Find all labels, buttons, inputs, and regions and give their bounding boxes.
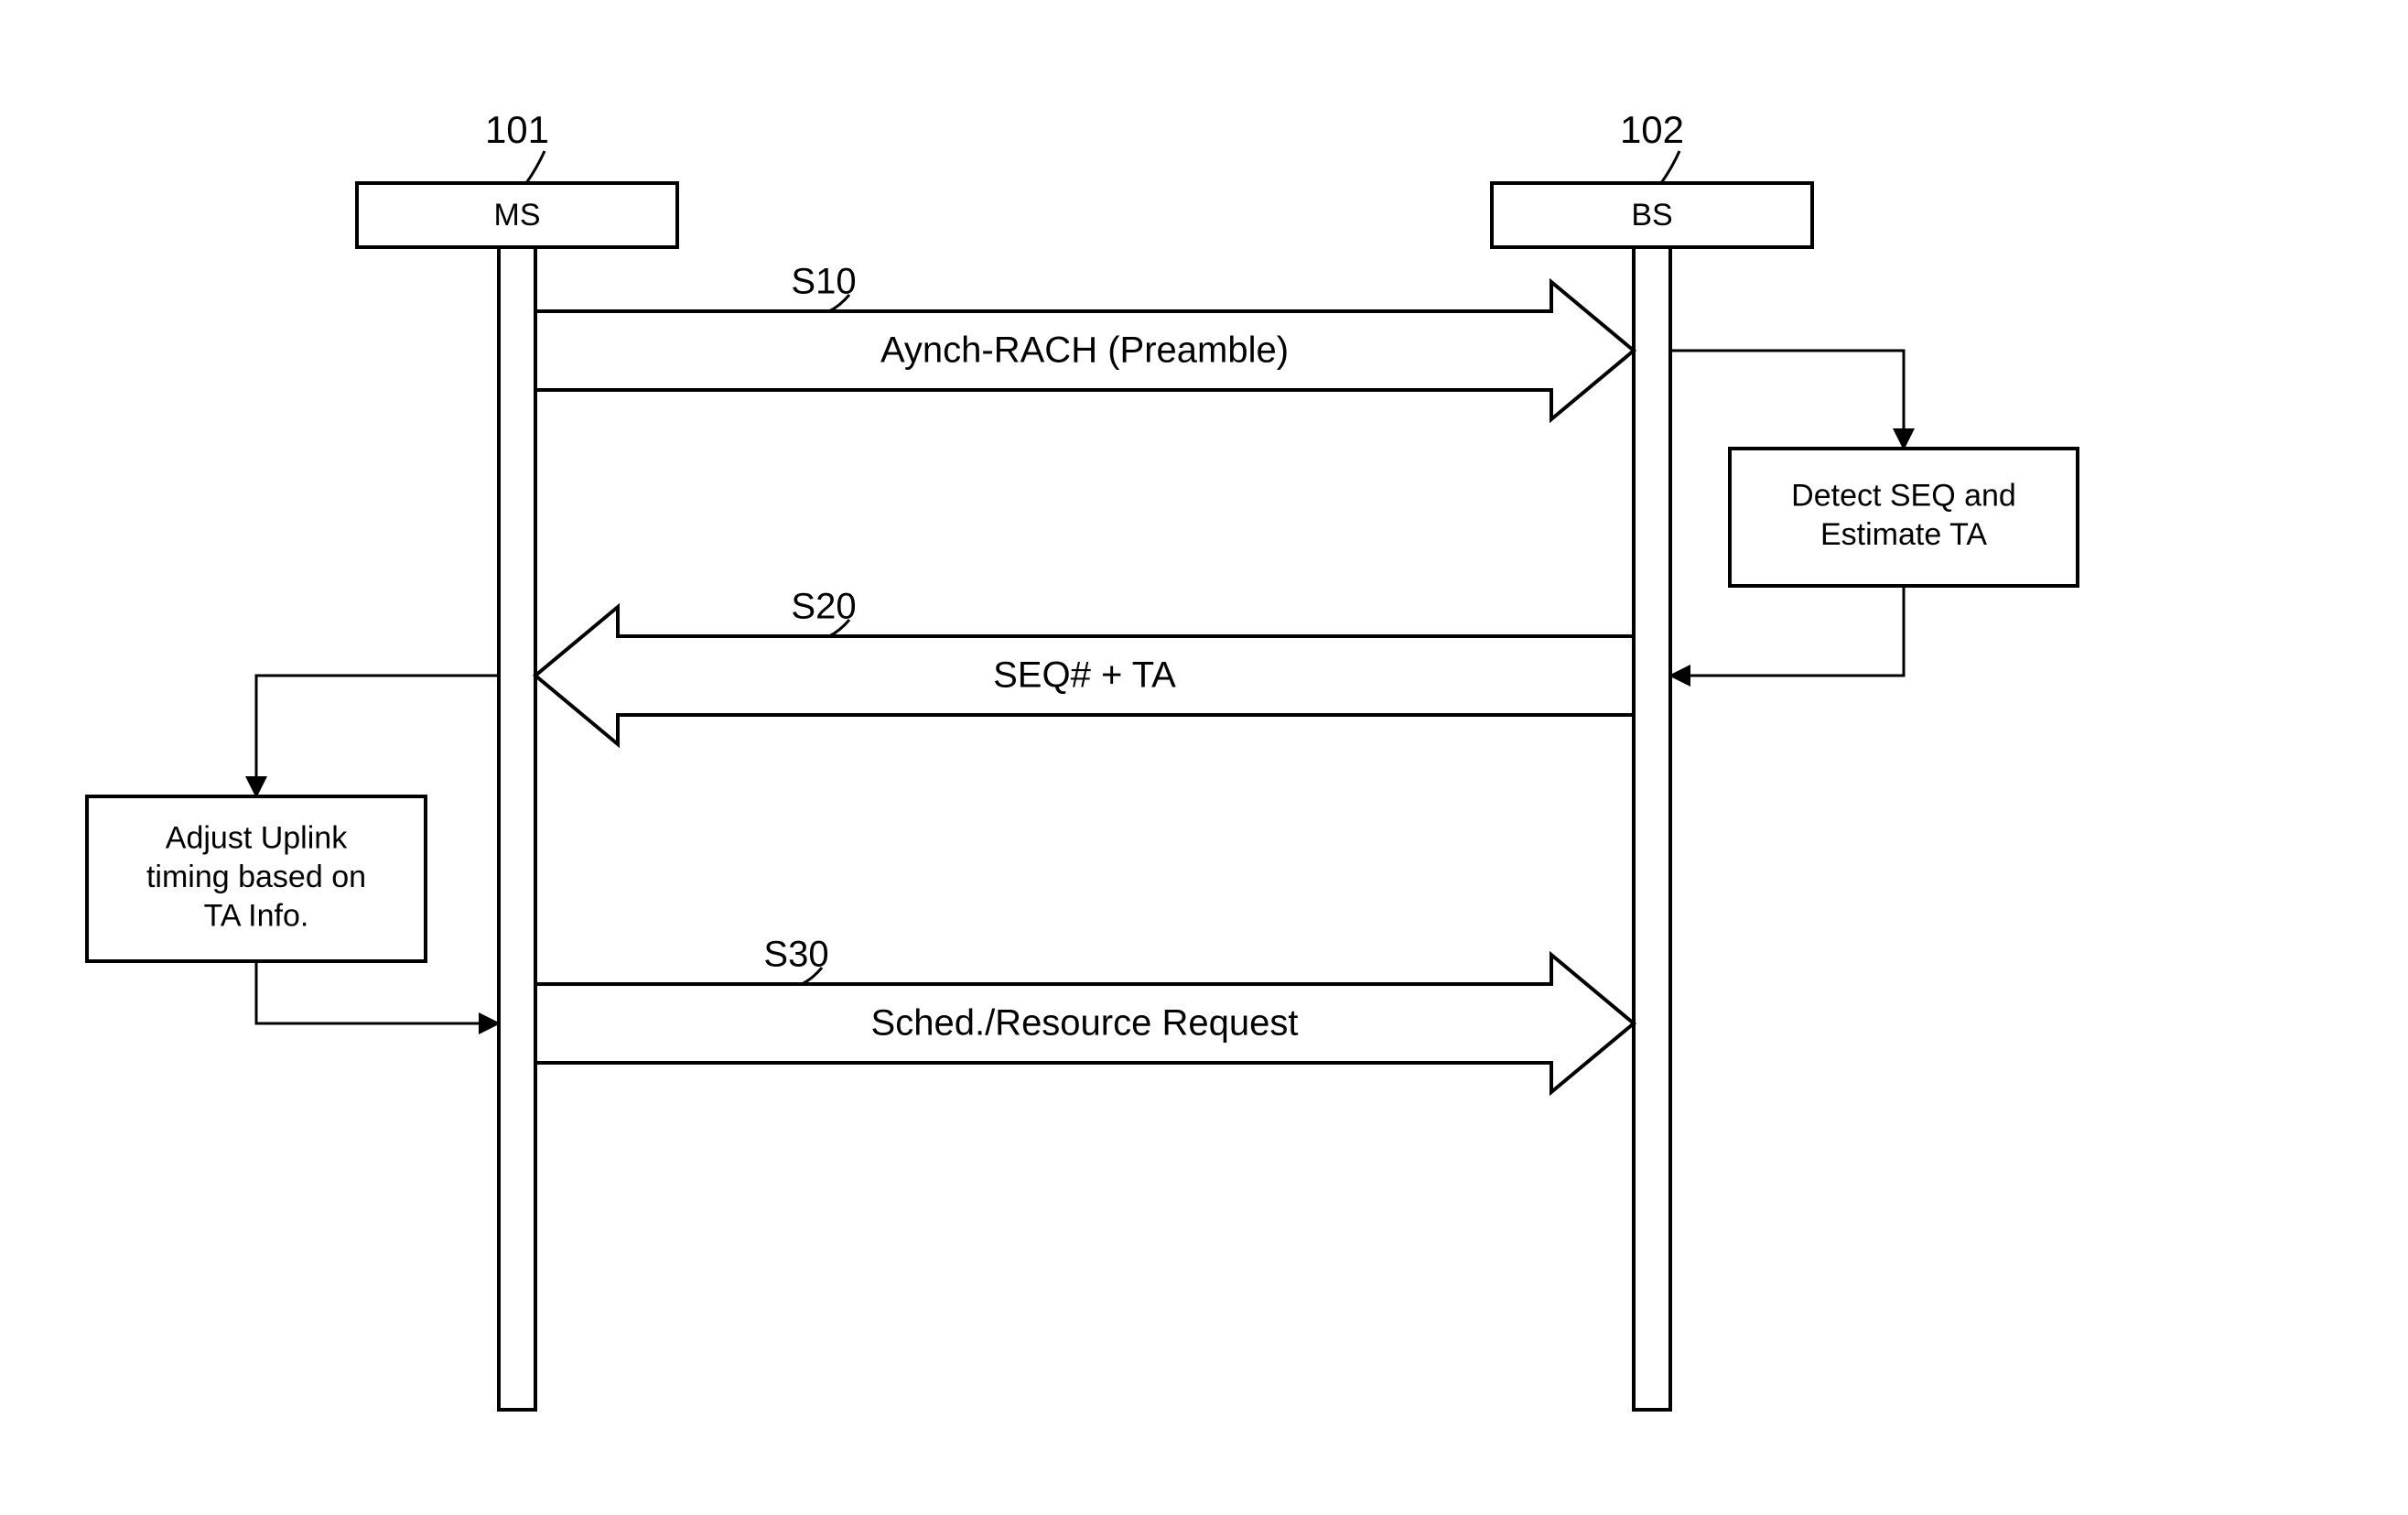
svg-text:S30: S30 — [763, 935, 828, 975]
svg-text:Adjust Uplink: Adjust Uplink — [166, 820, 348, 855]
svg-text:SEQ# + TA: SEQ# + TA — [993, 655, 1176, 696]
svg-text:S10: S10 — [791, 262, 856, 302]
svg-text:Detect SEQ and: Detect SEQ and — [1791, 479, 2016, 514]
svg-text:101: 101 — [485, 108, 549, 151]
svg-text:BS: BS — [1631, 198, 1672, 233]
svg-text:MS: MS — [494, 198, 541, 233]
svg-text:Sched./Resource Request: Sched./Resource Request — [871, 1003, 1299, 1044]
svg-text:S20: S20 — [791, 587, 856, 627]
svg-text:TA Info.: TA Info. — [204, 898, 309, 933]
svg-text:Estimate TA: Estimate TA — [1820, 517, 1987, 552]
svg-text:timing based on: timing based on — [146, 860, 366, 894]
svg-text:Aynch-RACH (Preamble): Aynch-RACH (Preamble) — [880, 330, 1289, 371]
svg-text:102: 102 — [1620, 108, 1684, 151]
